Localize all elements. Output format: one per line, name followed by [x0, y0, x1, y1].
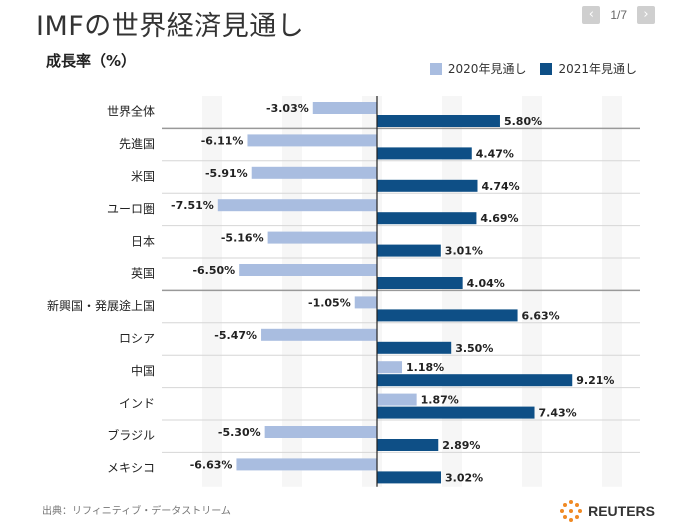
category-label: ロシア	[119, 332, 155, 346]
bar-2021	[377, 341, 452, 354]
value-label-2020: -3.03%	[266, 102, 309, 115]
bar-2020	[217, 199, 377, 212]
bar-2020	[377, 393, 417, 406]
bar-2021	[377, 147, 472, 160]
legend-item-2021: 2021年見通し	[540, 60, 637, 77]
category-label: ブラジル	[107, 428, 155, 443]
source-note: 出典：リフィニティブ・データストリーム	[42, 506, 231, 517]
bar-2021	[377, 471, 442, 484]
bar-2021	[377, 212, 477, 225]
legend-item-2020: 2020年見通し	[429, 60, 527, 77]
bar-2021	[377, 374, 573, 387]
page-indicator: 1/7	[610, 8, 627, 22]
value-label-2021: 4.47%	[476, 147, 514, 160]
value-label-2020: -5.91%	[205, 167, 248, 180]
category-label: ユーロ圏	[107, 202, 155, 216]
category-label: 英国	[131, 267, 155, 281]
bar-2020	[236, 458, 377, 471]
chevron-left-icon[interactable]: ‹	[582, 6, 601, 24]
category-label: 日本	[131, 234, 155, 248]
bar-2020	[264, 426, 377, 438]
value-label-2021: 4.69%	[480, 212, 518, 225]
reuters-brand: REUTERS	[588, 503, 655, 519]
value-label-2021: 4.74%	[481, 180, 519, 193]
value-label-2021: 2.89%	[442, 439, 480, 452]
reuters-dots-icon	[560, 500, 583, 522]
grid-stripe	[522, 96, 542, 487]
legend-label-2021: 2021年見通し	[558, 62, 637, 76]
value-label-2021: 7.43%	[539, 407, 577, 420]
value-label-2020: -6.63%	[190, 458, 233, 471]
value-label-2020: -6.11%	[201, 134, 244, 147]
value-label-2021: 3.02%	[445, 471, 483, 484]
value-label-2021: 6.63%	[522, 309, 560, 322]
category-label: 先進国	[119, 137, 155, 151]
bar-2021	[377, 244, 441, 257]
category-label: 中国	[131, 363, 155, 378]
category-label: 世界全体	[107, 104, 155, 119]
legend-swatch-2021	[540, 62, 553, 75]
legend-label-2020: 2020年見通し	[447, 62, 527, 76]
value-label-2020: -6.50%	[192, 264, 235, 277]
bar-2020	[261, 328, 377, 341]
reuters-logo: REUTERS	[560, 500, 655, 522]
y-axis-unit-label: 成長率（%）	[46, 52, 137, 70]
category-label: 新興国・発展途上国	[47, 298, 155, 313]
value-label-2021: 9.21%	[576, 374, 614, 387]
bar-2021	[377, 179, 478, 192]
pager: ‹ 1/7 ›	[582, 6, 655, 24]
grid-stripe	[602, 96, 622, 487]
legend-swatch-2020	[429, 62, 442, 75]
value-label-2021: 3.01%	[445, 245, 483, 258]
bar-2020	[312, 102, 377, 114]
legend: 2020年見通し 2021年見通し	[429, 60, 637, 77]
value-label-2020: 1.87%	[421, 394, 459, 407]
bar-2021	[377, 277, 463, 289]
chevron-right-icon[interactable]: ›	[637, 6, 655, 24]
value-label-2020: -5.30%	[218, 426, 261, 439]
bar-2020	[267, 231, 377, 244]
bar-2020	[239, 264, 377, 276]
value-label-2020: 1.18%	[406, 361, 444, 374]
bar-2021	[377, 439, 439, 451]
bar-2021	[377, 115, 500, 127]
value-label-2020: -5.16%	[221, 232, 264, 245]
value-label-2020: -5.47%	[214, 329, 257, 342]
value-label-2021: 4.04%	[467, 277, 505, 290]
bar-2021	[377, 309, 518, 322]
category-label: 米国	[131, 170, 155, 184]
value-label-2021: 3.50%	[455, 342, 493, 355]
bar-2021	[377, 406, 535, 419]
bar-2020	[377, 361, 403, 374]
chart-title: IMFの世界経済見通し	[36, 11, 305, 42]
value-label-2020: -7.51%	[171, 199, 214, 212]
value-label-2020: -1.05%	[308, 296, 351, 309]
bar-2020	[247, 134, 377, 147]
bar-2020	[251, 166, 377, 179]
category-label: インド	[119, 396, 155, 410]
value-label-2021: 5.80%	[504, 115, 542, 128]
bar-2020	[354, 296, 377, 309]
category-label: メキシコ	[107, 461, 155, 475]
